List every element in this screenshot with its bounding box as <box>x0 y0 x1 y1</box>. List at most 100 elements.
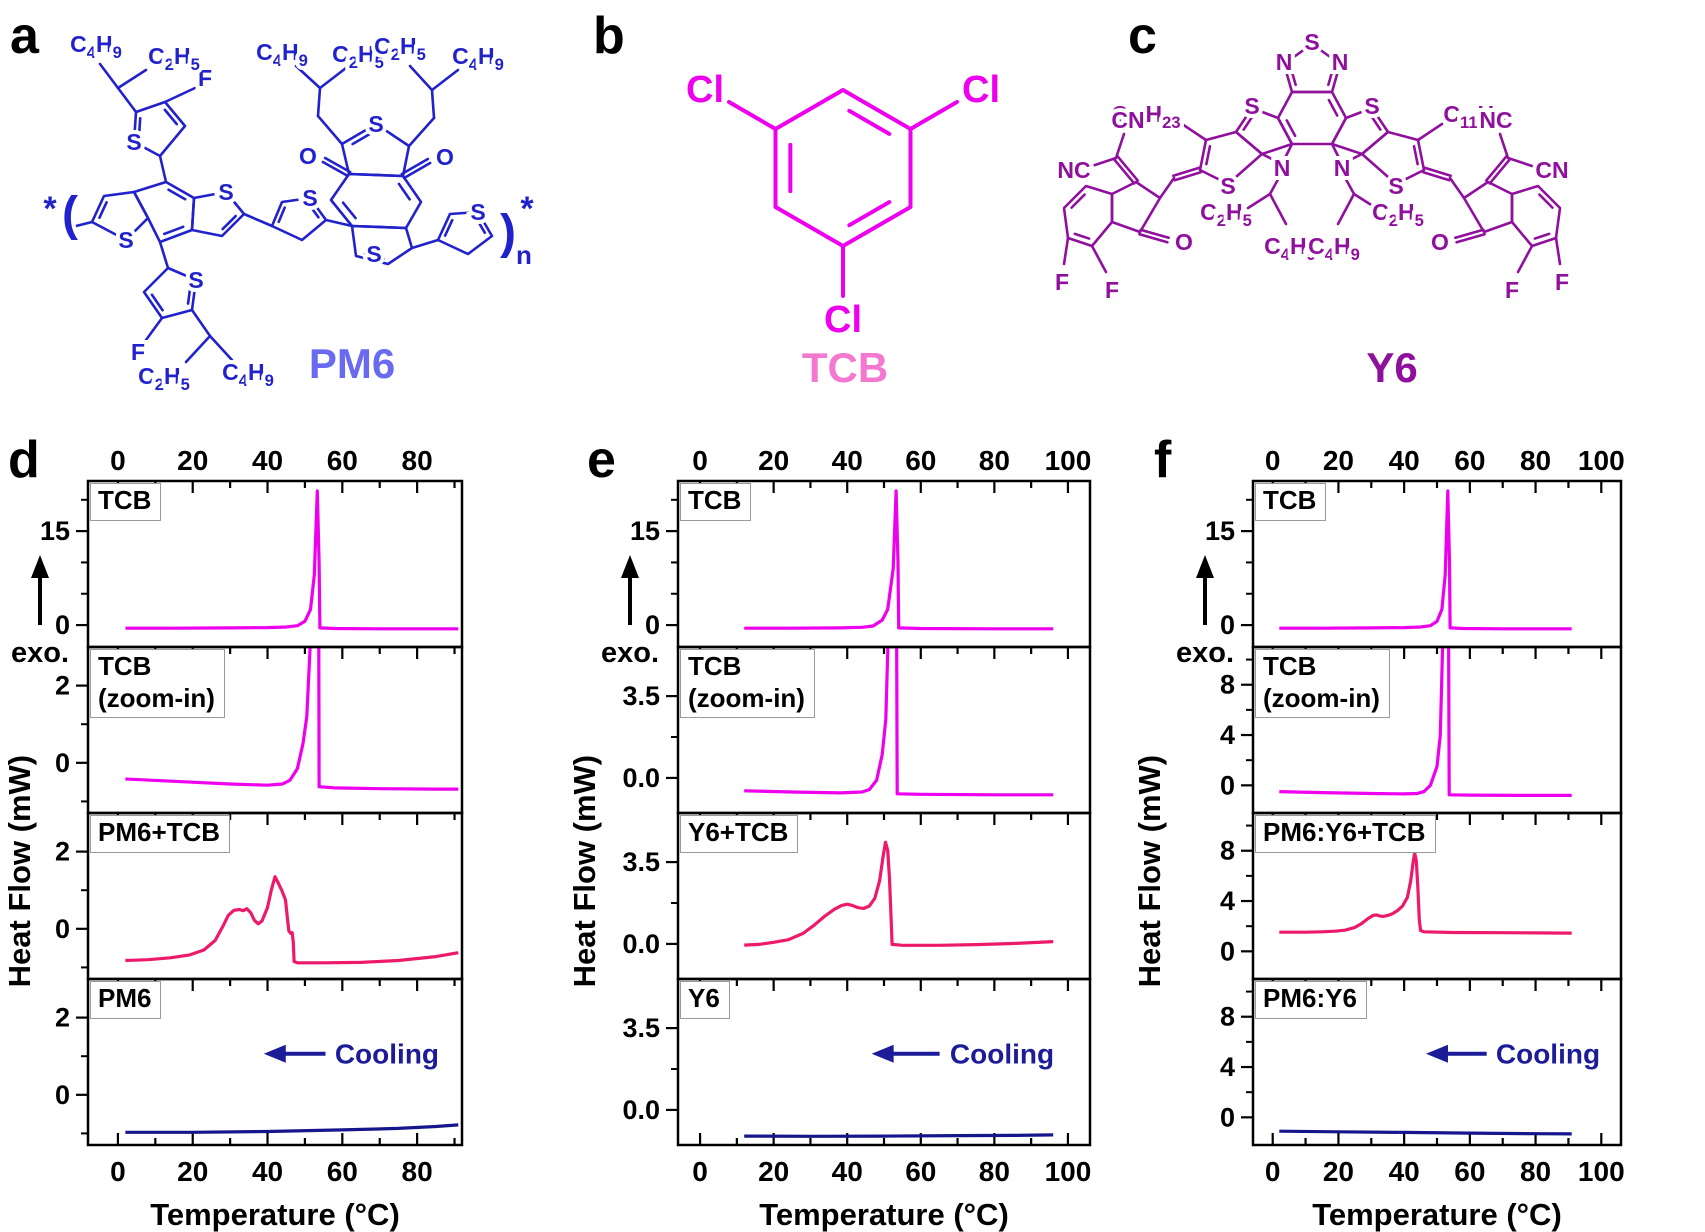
x-tick-label-bottom: 0 <box>692 1156 708 1187</box>
double-bond <box>1172 166 1201 178</box>
x-tick-label-bottom: 100 <box>1578 1156 1625 1187</box>
tcb-name-label: TCB <box>802 344 888 391</box>
x-tick-label-bottom: 60 <box>905 1156 936 1187</box>
bond <box>324 218 354 228</box>
atom-label: S <box>302 185 317 211</box>
panel-letter-e: e <box>587 431 616 489</box>
atom-label: O <box>1431 229 1449 255</box>
atom-label: S <box>188 267 203 293</box>
dsc-curve-Y6 <box>744 1133 1054 1138</box>
double-bond <box>1484 155 1508 182</box>
x-tick-label-bottom: 0 <box>1265 1156 1281 1187</box>
atom-label: C2H5 <box>138 363 190 394</box>
x-tick-label-bottom: 80 <box>1520 1156 1551 1187</box>
atom-label: C4H9 <box>222 359 274 390</box>
bond <box>1506 156 1534 168</box>
atom-label: NC <box>1479 107 1512 133</box>
bond <box>1448 176 1466 200</box>
bond <box>242 212 274 228</box>
bond <box>1554 236 1562 266</box>
double-bond-inner <box>167 188 187 201</box>
dsc-curve-PM6:Y6+TCB <box>1279 851 1572 935</box>
double-bond-inner <box>847 108 892 136</box>
x-tick-label-top: 20 <box>1323 445 1354 476</box>
atom-label: S <box>1364 93 1379 119</box>
y-tick-label: 15 <box>630 516 660 546</box>
dsc-curve-PM6+TCB <box>125 875 459 965</box>
y-tick-label: 15 <box>1205 516 1235 546</box>
atom-label: N <box>1332 49 1349 75</box>
bond <box>316 114 344 146</box>
atom-label: CN <box>1535 157 1568 183</box>
dsc-curve-TCB-(zoom-in) <box>125 648 459 791</box>
x-tick-label-top: 80 <box>979 445 1010 476</box>
dsc-curve-TCB-(zoom-in) <box>1279 648 1572 797</box>
x-tick-label-top: 0 <box>110 445 126 476</box>
x-tick-label-bottom: 40 <box>1389 1156 1420 1187</box>
double-bond <box>1454 228 1485 240</box>
x-tick-label-top: 60 <box>1454 445 1485 476</box>
legend-PM6:Y6: PM6:Y6 <box>1255 981 1367 1019</box>
y-tick-label: 8 <box>1220 1002 1235 1032</box>
bond <box>1260 152 1284 166</box>
ring-bond <box>190 190 246 238</box>
bond <box>163 86 197 104</box>
double-bond-inner <box>475 217 487 234</box>
legend-Y6: Y6 <box>680 981 730 1019</box>
double-bond-inner <box>1242 114 1255 131</box>
double-bond-inner <box>307 202 320 219</box>
atom-label: N <box>1276 49 1293 75</box>
bond <box>1352 192 1378 210</box>
panel-b: b Cl Cl Cl TCB <box>545 0 1040 420</box>
double-bond-inner <box>221 214 237 231</box>
y-tick-label: 0 <box>55 748 70 778</box>
x-tick-label-top: 80 <box>1520 445 1551 476</box>
atom-label: F <box>1555 269 1569 295</box>
y-tick-label: 0.0 <box>622 1095 660 1125</box>
ring-bond <box>436 210 494 256</box>
ring-bond <box>270 196 328 242</box>
atom-label: C2H5 <box>374 33 426 64</box>
x-axis-title: Temperature (°C) <box>150 1197 400 1232</box>
double-bond-inner <box>341 201 357 220</box>
x-tick-label-bottom: 80 <box>402 1156 433 1187</box>
y6-skeleton <box>1062 42 1562 274</box>
bond <box>184 334 212 364</box>
double-bond <box>323 156 352 174</box>
atom-label: F <box>1105 277 1119 303</box>
double-bond-inner <box>277 206 286 224</box>
double-bond-inner <box>150 293 164 312</box>
panel-letter-a: a <box>10 7 39 65</box>
atom-label: C4H9 <box>256 39 308 70</box>
bond <box>1090 156 1118 168</box>
double-bond-inner <box>1070 193 1086 209</box>
atom-label: S <box>218 179 233 205</box>
bond <box>116 68 148 90</box>
x-tick-label-bottom: 0 <box>110 1156 126 1187</box>
atom-label: C4H9 <box>452 43 504 74</box>
ring-bond <box>340 122 411 178</box>
bond <box>116 86 138 114</box>
y-tick-label: 2 <box>55 837 70 867</box>
atom-label: ( <box>62 188 78 241</box>
dsc-curve-PM6:Y6 <box>1279 1129 1572 1136</box>
bond <box>408 64 434 92</box>
dsc-curve-TCB-(zoom-in) <box>744 648 1054 797</box>
bond <box>158 240 170 270</box>
atom-label: S <box>1304 29 1319 55</box>
bond <box>98 62 120 90</box>
double-bond <box>1488 158 1512 185</box>
double-bond-inner <box>443 218 454 237</box>
double-bond <box>1422 170 1451 182</box>
atom-label: S <box>118 227 133 253</box>
y-tick-label: 15 <box>40 516 70 546</box>
exo-arrow-head <box>31 555 49 578</box>
double-bond-inner <box>1285 119 1297 138</box>
dsc-chart-d: 002020404060608080150202020Coolingexo.Te… <box>2 445 464 1232</box>
double-bond-inner <box>351 130 375 146</box>
atom-label: N <box>1274 155 1291 181</box>
y-axis-title: Heat Flow (mW) <box>2 755 37 988</box>
ring-bond <box>1110 180 1162 234</box>
x-tick-label-top: 100 <box>1578 445 1625 476</box>
atom-label: F <box>1055 269 1069 295</box>
